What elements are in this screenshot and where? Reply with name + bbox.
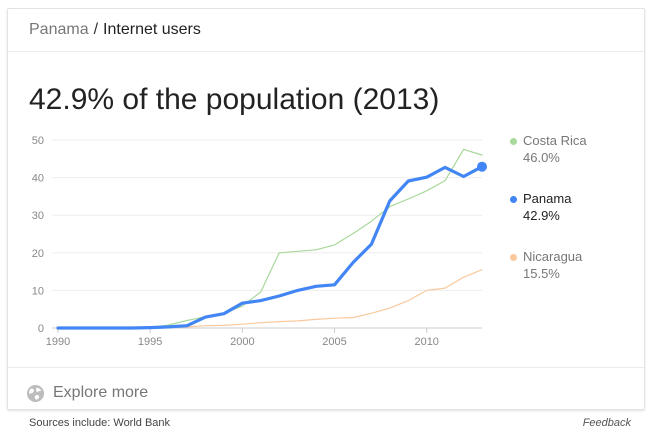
y-tick-label: 40 <box>32 173 44 185</box>
x-tick-label: 1990 <box>46 336 70 348</box>
series-point-panama <box>477 161 487 172</box>
y-tick-label: 30 <box>32 210 44 222</box>
breadcrumb-current: Internet users <box>103 21 201 38</box>
y-tick-label: 10 <box>32 285 44 297</box>
series-line-panama <box>56 165 484 330</box>
x-tick-label: 1995 <box>138 336 162 348</box>
line-chart: 0 10 20 30 40 50 1990 1995 2000 2005 2010 <box>32 135 487 348</box>
legend-marker-costa-rica <box>510 138 517 145</box>
legend-name: Costa Rica <box>523 133 587 148</box>
legend-value: 42.9% <box>523 208 560 223</box>
explore-more-button[interactable]: Explore more <box>26 381 148 405</box>
sources-note: Sources include: World Bank <box>29 417 171 429</box>
breadcrumb: Panama / Internet users <box>29 21 201 39</box>
y-tick-label: 50 <box>32 135 44 147</box>
series-line-costa-rica <box>57 148 483 329</box>
legend-marker-panama <box>510 196 517 203</box>
legend-value: 15.5% <box>523 266 560 281</box>
y-tick-label: 0 <box>38 323 44 335</box>
legend-name: Panama <box>523 191 572 206</box>
breadcrumb-parent[interactable]: Panama <box>29 21 89 38</box>
legend-value: 46.0% <box>523 150 560 165</box>
headline-stat: 42.9% of the population (2013) <box>29 83 440 116</box>
explore-more-label: Explore more <box>53 384 149 401</box>
knowledge-card: Panama / Internet users 42.9% of the popul… <box>7 8 645 410</box>
x-tick-label: 2010 <box>414 336 438 348</box>
x-tick-label: 2000 <box>230 336 254 348</box>
chart-grid <box>52 139 482 329</box>
x-tick-label: 2005 <box>322 336 346 348</box>
header-divider <box>8 51 644 52</box>
legend-marker-nicaragua <box>510 254 517 261</box>
chart-series <box>56 148 487 330</box>
chart-axes: 0 10 20 30 40 50 1990 1995 2000 2005 2010 <box>32 135 482 348</box>
breadcrumb-separator: / <box>93 21 99 38</box>
globe-icon <box>26 384 45 402</box>
feedback-link[interactable]: Feedback <box>582 417 631 429</box>
footer-divider <box>8 367 644 368</box>
legend-name: Nicaragua <box>523 249 583 264</box>
y-tick-label: 20 <box>32 248 44 260</box>
